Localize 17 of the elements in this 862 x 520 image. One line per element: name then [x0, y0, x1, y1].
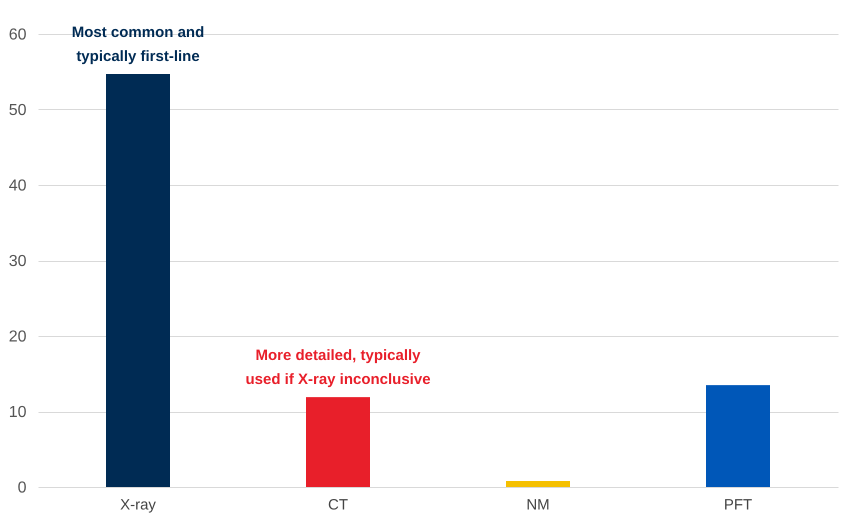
y-tick-label: 30	[8, 253, 27, 270]
y-tick-label: 0	[18, 480, 27, 496]
bar	[506, 480, 570, 487]
annotation: Most common and typically first-line	[72, 24, 204, 66]
bar	[706, 385, 770, 487]
bar	[106, 74, 170, 487]
y-tick-label: 10	[8, 404, 27, 421]
x-tick-label: NM	[526, 496, 550, 514]
annotation: More detailed, typically used if X-ray inconclusive	[245, 347, 431, 388]
x-tick-label: PFT	[724, 496, 752, 514]
bar	[306, 397, 370, 487]
x-tick-label: X-ray	[120, 496, 156, 514]
y-tick-label: 40	[8, 178, 27, 194]
y-tick-label: 60	[8, 26, 27, 44]
y-tick-label: 20	[8, 328, 27, 346]
y-tick-label: 50	[8, 102, 27, 119]
x-tick-label: CT	[328, 496, 348, 514]
